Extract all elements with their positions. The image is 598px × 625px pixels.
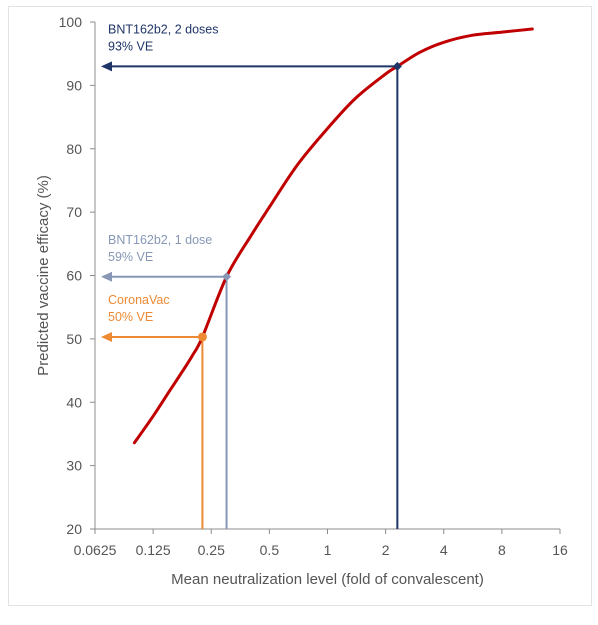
x-tick-label: 1 <box>324 542 332 558</box>
axes: 20 30 40 50 60 70 80 90 100 0.0625 0.125 0.25 0.5 1 2 4… <box>35 14 568 588</box>
x-tick-label: 0.125 <box>136 542 171 558</box>
y-tick-label: 100 <box>59 14 83 30</box>
y-tick-label: 70 <box>66 204 82 220</box>
curve-marker <box>197 332 207 342</box>
y-tick-label: 40 <box>66 394 82 410</box>
arrow-head <box>101 61 112 72</box>
curve-marker <box>392 61 402 71</box>
x-axis-title: Mean neutralization level (fold of conva… <box>171 571 484 588</box>
y-tick-label: 20 <box>66 521 82 537</box>
guide-lines <box>101 61 399 529</box>
y-tick-label: 60 <box>66 268 82 284</box>
x-tick-label: 0.25 <box>198 542 225 558</box>
chart-frame <box>8 6 592 606</box>
y-tick-label: 30 <box>66 458 82 474</box>
markers <box>197 61 402 342</box>
annotation-label: BNT162b2, 2 doses <box>108 22 219 36</box>
y-tick-label: 80 <box>66 141 82 157</box>
x-tick-label: 8 <box>498 542 506 558</box>
y-axis-title: Predicted vaccine efficacy (%) <box>35 175 52 376</box>
annotation-value-label: 50% VE <box>108 310 153 324</box>
x-tick-label: 2 <box>382 542 390 558</box>
annotation-label: CoronaVac <box>108 293 170 307</box>
arrow-head <box>101 271 112 282</box>
y-tick-label: 90 <box>66 77 82 93</box>
y-tick-label: 50 <box>66 331 82 347</box>
x-tick-label: 0.5 <box>260 542 280 558</box>
x-tick-label: 4 <box>440 542 448 558</box>
arrow-head <box>101 331 112 342</box>
annotation-labels: BNT162b2, 2 doses 93% VE BNT162b2, 1 dose 5… <box>108 22 219 324</box>
curve-layer <box>132 27 534 445</box>
annotation-label: BNT162b2, 1 dose <box>108 233 212 247</box>
x-tick-label: 0.0625 <box>74 542 117 558</box>
annotation-value-label: 59% VE <box>108 250 153 264</box>
x-tick-label: 16 <box>552 542 568 558</box>
efficacy-curve <box>132 27 534 445</box>
annotation-value-label: 93% VE <box>108 39 153 53</box>
curve-marker <box>222 272 232 282</box>
